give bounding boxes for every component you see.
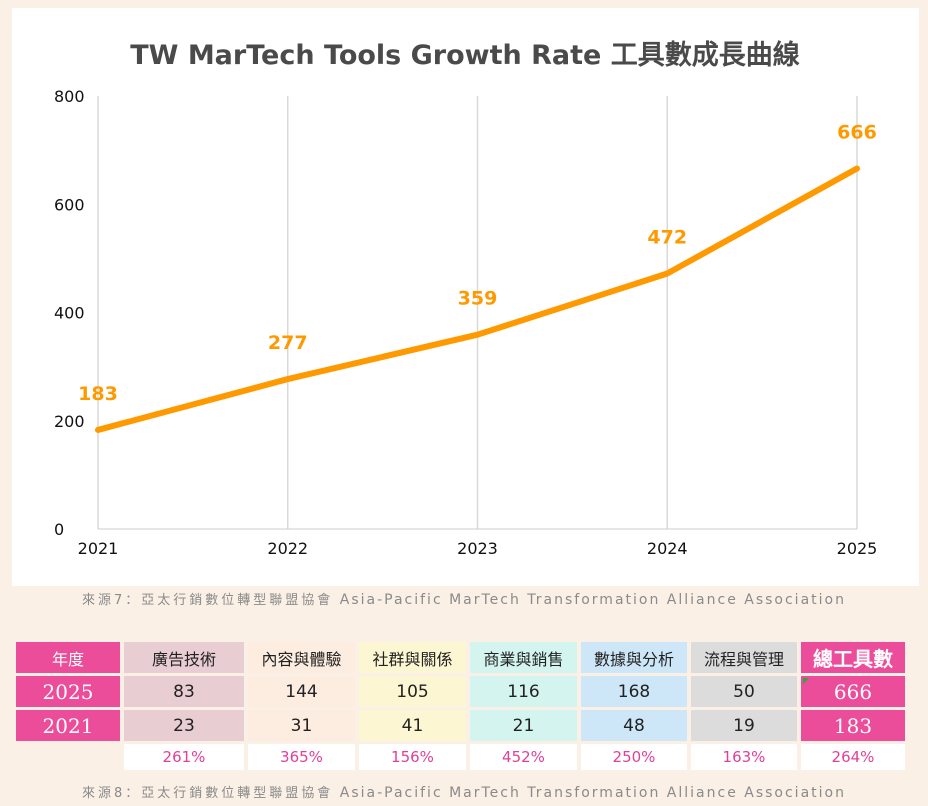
- table-cell: 168: [581, 676, 687, 707]
- table-cell: 116: [470, 676, 577, 707]
- caption-source-english: Asia-Pacific MarTech Transformation Alli…: [339, 785, 846, 801]
- caption-source-english: Asia-Pacific MarTech Transformation Alli…: [339, 592, 846, 608]
- table-cell: 83: [124, 676, 244, 707]
- y-axis-ticks: 0 200 400 600 800: [54, 87, 85, 539]
- series-line: [95, 165, 860, 433]
- growth-spacer: [16, 744, 120, 770]
- x-tick-label: 2025: [837, 539, 878, 558]
- chart-panel: TW MarTech Tools Growth Rate 工具數成長曲線 0 20…: [12, 8, 919, 586]
- growth-rate: 365%: [248, 744, 355, 770]
- category-header: 流程與管理: [691, 642, 797, 673]
- growth-rate: 163%: [691, 744, 797, 770]
- category-header: 社群與關係: [359, 642, 466, 673]
- data-label: 472: [647, 227, 687, 249]
- category-header: 數據與分析: [581, 642, 687, 673]
- tool-count-table: 年度 廣告技術 內容與體驗 社群與關係 商業與銷售 數據與分析 流程與管理 總工…: [12, 639, 909, 773]
- data-label: 277: [268, 332, 308, 354]
- x-tick-label: 2021: [78, 539, 119, 558]
- grid-lines: [97, 96, 858, 530]
- table-row: 2021 23 31 41 21 48 19 183: [16, 710, 905, 741]
- table-cell: 105: [359, 676, 466, 707]
- x-tick-label: 2022: [267, 539, 308, 558]
- table-cell: 41: [359, 710, 466, 741]
- growth-rate: 452%: [470, 744, 577, 770]
- chart-title: TW MarTech Tools Growth Rate 工具數成長曲線: [130, 39, 800, 71]
- table-cell: 21: [470, 710, 577, 741]
- category-header: 內容與體驗: [248, 642, 355, 673]
- year-header: 年度: [16, 642, 120, 673]
- y-tick-label: 800: [54, 87, 85, 106]
- table-cell: 48: [581, 710, 687, 741]
- line-chart: TW MarTech Tools Growth Rate 工具數成長曲線 0 20…: [54, 39, 878, 558]
- category-header: 商業與銷售: [470, 642, 577, 673]
- row-year: 2021: [16, 710, 120, 741]
- caption-source-label: 來源8：亞太行銷數位轉型聯盟協會: [82, 786, 334, 801]
- y-tick-label: 600: [54, 195, 85, 214]
- table-cell: 144: [248, 676, 355, 707]
- x-tick-label: 2023: [457, 539, 498, 558]
- data-label: 666: [837, 122, 877, 144]
- y-tick-label: 0: [54, 520, 64, 539]
- data-labels: 183 277 359 472 666: [78, 122, 877, 405]
- growth-rate: 156%: [359, 744, 466, 770]
- chart-source-caption: 來源7：亞太行銷數位轉型聯盟協會 Asia-Pacific MarTech Tr…: [0, 589, 928, 608]
- x-tick-label: 2024: [647, 539, 688, 558]
- row-year: 2025: [16, 676, 120, 707]
- table-cell: 50: [691, 676, 797, 707]
- row-total: 666: [801, 676, 905, 707]
- growth-rate: 250%: [581, 744, 687, 770]
- table-row: 2025 83 144 105 116 168 50 666: [16, 676, 905, 707]
- data-label: 183: [78, 383, 118, 405]
- table-source-caption: 來源8：亞太行銷數位轉型聯盟協會 Asia-Pacific MarTech Tr…: [0, 782, 928, 801]
- y-tick-label: 200: [54, 412, 85, 431]
- table-header-row: 年度 廣告技術 內容與體驗 社群與關係 商業與銷售 數據與分析 流程與管理 總工…: [16, 642, 905, 673]
- series-lines: [95, 165, 860, 433]
- data-label: 359: [458, 288, 498, 310]
- x-axis-ticks: 2021 2022 2023 2024 2025: [78, 539, 878, 558]
- growth-rate-total: 264%: [801, 744, 905, 770]
- table-cell: 19: [691, 710, 797, 741]
- growth-row: 261% 365% 156% 452% 250% 163% 264%: [16, 744, 905, 770]
- y-tick-label: 400: [54, 304, 85, 323]
- row-total: 183: [801, 710, 905, 741]
- table-cell: 23: [124, 710, 244, 741]
- caption-source-label: 來源7：亞太行銷數位轉型聯盟協會: [82, 593, 334, 608]
- growth-rate: 261%: [124, 744, 244, 770]
- table-cell: 31: [248, 710, 355, 741]
- total-header: 總工具數: [801, 642, 905, 673]
- category-header: 廣告技術: [124, 642, 244, 673]
